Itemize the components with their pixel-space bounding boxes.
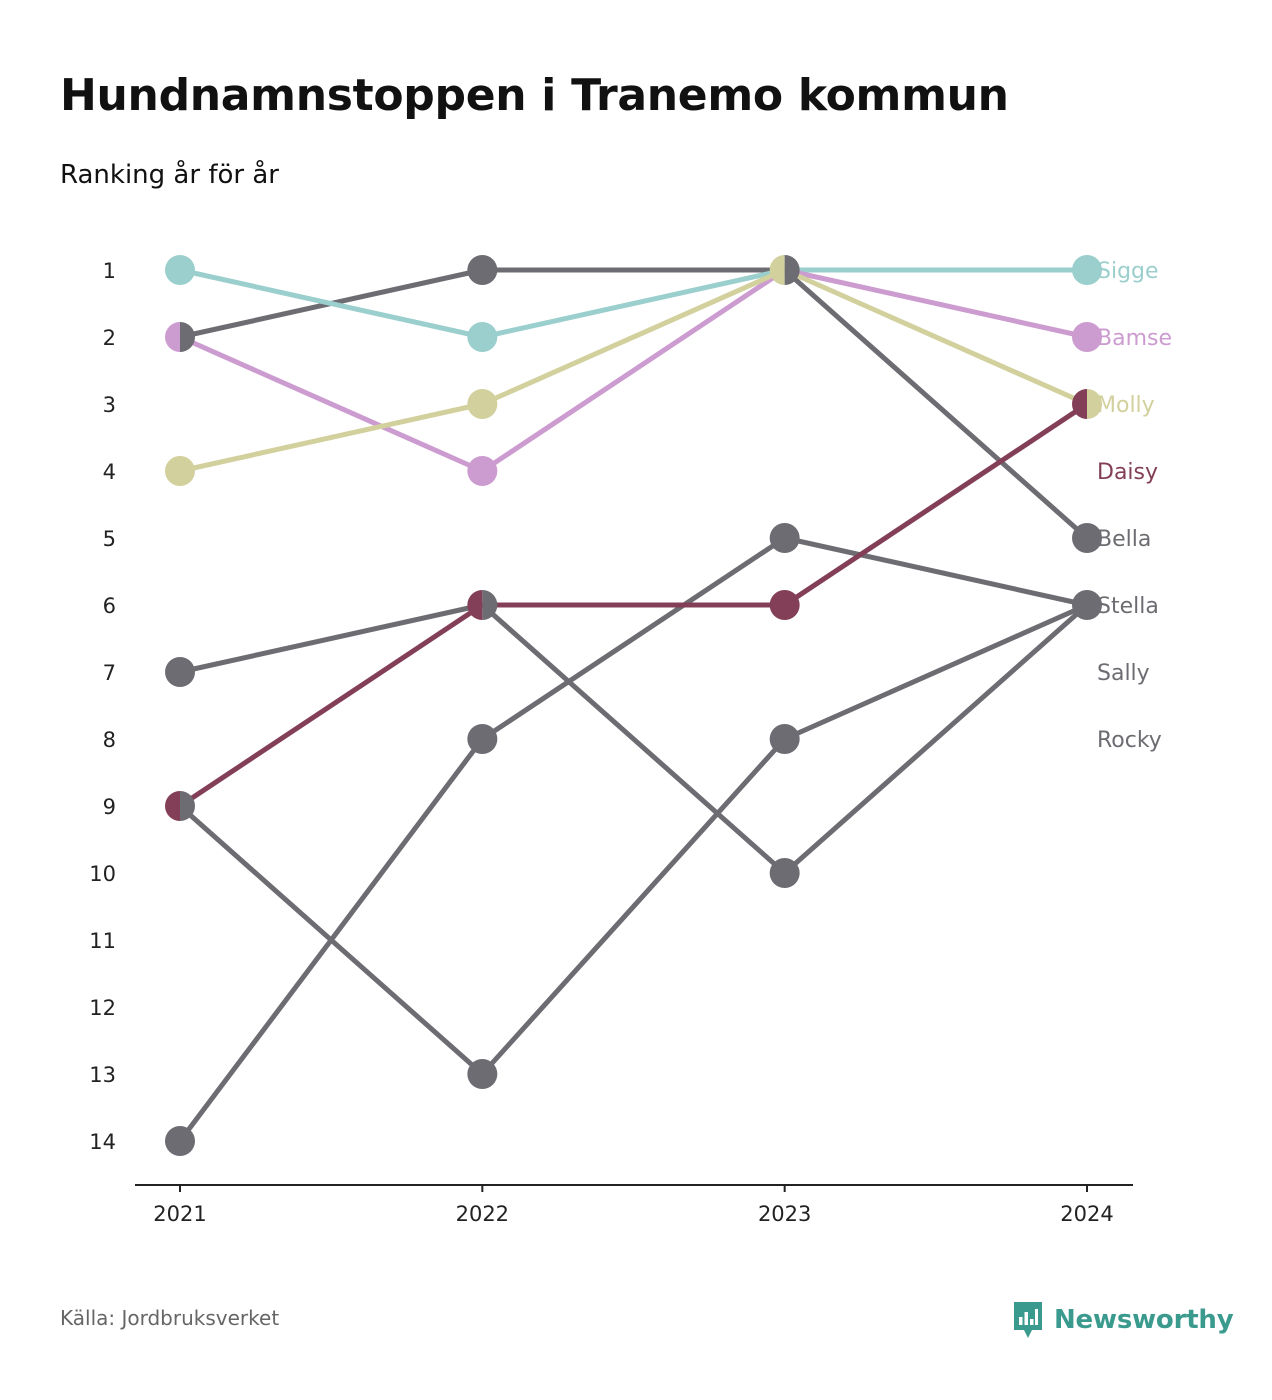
point-2024-rank-6 [1072, 590, 1102, 620]
y-tick-label-2: 2 [103, 326, 116, 350]
x-tick-label-2021: 2021 [153, 1202, 206, 1226]
point-2023-rank-1-left-half [769, 255, 785, 285]
point-2021-rank-4 [165, 456, 195, 486]
point-2023-rank-1-right-half [784, 255, 800, 285]
point-2021-rank-9 [165, 791, 195, 821]
chart-subtitle: Ranking år för år [60, 160, 279, 190]
series-line-bamse [177, 267, 1090, 474]
x-axis: 2021 2022 2023 2024 [135, 1184, 1133, 1226]
y-tick-label-14: 14 [89, 1130, 116, 1154]
point-2022-rank-2 [467, 322, 498, 352]
series-line-rocky [177, 602, 1090, 1077]
x-tick-label-2022: 2022 [456, 1202, 509, 1226]
series-line-daisy [177, 401, 1090, 809]
point-2023-rank-1 [769, 255, 800, 285]
series-points [165, 255, 1102, 1156]
y-tick-label-7: 7 [103, 661, 116, 685]
y-tick-label-12: 12 [89, 996, 116, 1020]
y-tick-label-8: 8 [103, 728, 116, 752]
series-line-stella [177, 535, 1090, 1144]
point-2023-rank-5 [769, 523, 800, 553]
point-2022-rank-6 [467, 590, 498, 620]
point-2024-rank-3-left-half [1072, 389, 1087, 419]
highlight-series-lines [177, 267, 1090, 809]
end-label-molly: Molly [1097, 393, 1155, 418]
point-2021-rank-9-right-half [180, 791, 195, 821]
point-2023-rank-6 [769, 590, 800, 620]
series-line-sally [177, 602, 1090, 876]
y-tick-label-9: 9 [103, 795, 116, 819]
point-2022-rank-6-left-half [467, 590, 483, 620]
point-2021-rank-7 [165, 657, 195, 687]
end-label-rocky: Rocky [1097, 728, 1162, 753]
x-tick-label-2023: 2023 [758, 1202, 811, 1226]
end-label-sigge: Sigge [1097, 259, 1159, 284]
point-2023-rank-8 [769, 724, 800, 754]
point-2022-rank-8 [467, 724, 498, 754]
point-2021-rank-9-left-half [165, 791, 180, 821]
end-label-sally: Sally [1097, 661, 1150, 686]
point-2024-rank-2 [1072, 322, 1102, 352]
point-2024-rank-1 [1072, 255, 1102, 285]
point-2022-rank-13 [467, 1059, 498, 1089]
point-2023-rank-10 [769, 858, 800, 888]
point-2022-rank-3 [467, 389, 498, 419]
series-line-molly [177, 267, 1090, 474]
point-2021-rank-2-right-half [180, 322, 195, 352]
point-2024-rank-3 [1072, 389, 1102, 419]
point-2021-rank-1 [165, 255, 195, 285]
y-tick-label-10: 10 [89, 862, 116, 886]
other-series-lines [177, 267, 1090, 1144]
y-tick-label-4: 4 [103, 460, 116, 484]
series-line-sigge [177, 267, 1090, 340]
series-line-bella [177, 267, 1090, 541]
point-2022-rank-6-right-half [482, 590, 498, 620]
y-tick-label-3: 3 [103, 393, 116, 417]
point-2021-rank-2-left-half [165, 322, 180, 352]
point-2021-rank-14 [165, 1126, 195, 1156]
end-label-bamse: Bamse [1097, 326, 1172, 351]
end-label-stella: Stella [1097, 594, 1159, 619]
end-label-bella: Bella [1097, 527, 1151, 552]
y-tick-label-13: 13 [89, 1063, 116, 1087]
y-tick-label-6: 6 [103, 594, 116, 618]
end-label-daisy: Daisy [1097, 460, 1158, 485]
point-2022-rank-4 [467, 456, 498, 486]
x-tick-label-2024: 2024 [1060, 1202, 1113, 1226]
brand-name: Newsworthy [1054, 1305, 1234, 1335]
point-2024-rank-3-right-half [1087, 389, 1102, 419]
end-labels: Sigge Bamse Molly Daisy Bella Stella Sally Rock… [1097, 259, 1172, 753]
y-tick-label-5: 5 [103, 527, 116, 551]
source-note: Källa: Jordbruksverket [60, 1306, 280, 1330]
point-2021-rank-2 [165, 322, 195, 352]
chart-title: Hundnamnstoppen i Tranemo kommun [60, 70, 1009, 121]
newsworthy-logo-icon [1014, 1302, 1042, 1338]
point-2022-rank-1 [467, 255, 498, 285]
newsworthy-logo[interactable]: Newsworthy [1012, 1298, 1234, 1342]
point-2024-rank-5 [1072, 523, 1102, 553]
y-tick-label-11: 11 [89, 929, 116, 953]
y-tick-label-1: 1 [103, 259, 116, 283]
